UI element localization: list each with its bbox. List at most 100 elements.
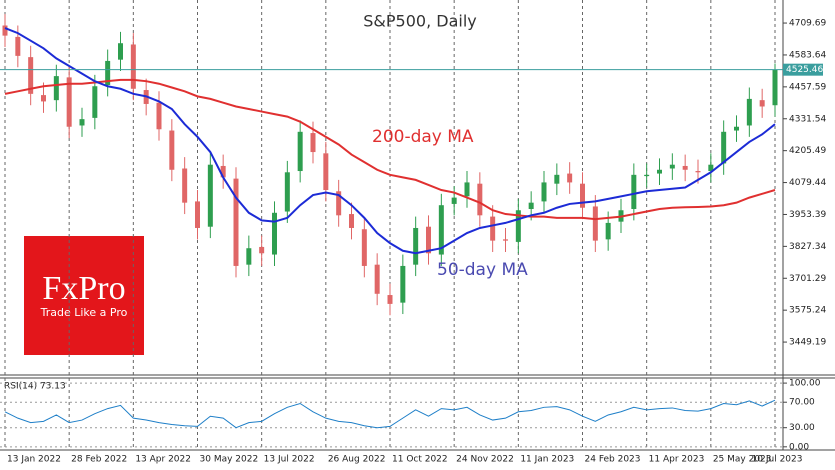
- logo-tagline: Trade Like a Pro: [40, 306, 128, 319]
- x-tick-label: 30 May 2022: [200, 455, 259, 465]
- candle-body: [413, 227, 419, 265]
- y-tick-label: 3827.34: [789, 242, 826, 252]
- candle-body: [349, 214, 354, 228]
- annotation: 200-day MA: [372, 127, 474, 147]
- candle-body: [657, 169, 662, 174]
- rsi-line: [4, 399, 776, 429]
- candle-body: [438, 205, 444, 255]
- candle-body: [323, 153, 329, 191]
- logo-name: FxPro: [42, 270, 125, 307]
- candle-body: [118, 43, 123, 60]
- y-tick-label: 3575.24: [789, 306, 826, 316]
- candle-body: [477, 183, 483, 216]
- y-tick-label: 0.00: [789, 442, 809, 452]
- logo: FxPro Trade Like a Pro: [24, 236, 144, 355]
- candle-body: [182, 168, 188, 203]
- x-tick-label: 11 Apr 2023: [649, 455, 705, 465]
- y-tick-label: 3449.19: [789, 338, 826, 348]
- candle-body: [387, 295, 393, 304]
- candle-body: [631, 174, 637, 209]
- y-tick-label: 4205.49: [789, 146, 826, 156]
- candle-body: [259, 246, 265, 254]
- annotation: 50-day MA: [437, 260, 528, 280]
- ma-line: [4, 27, 776, 255]
- candle-body: [15, 36, 21, 56]
- x-tick-label: 11 Oct 2022: [392, 455, 448, 465]
- y-tick-label: 4079.44: [789, 178, 826, 188]
- candle-body: [734, 126, 739, 131]
- candle-body: [554, 174, 560, 184]
- candle-body: [682, 165, 688, 170]
- candle-body: [66, 77, 72, 127]
- candle-body: [426, 226, 431, 254]
- candle-body: [79, 119, 85, 126]
- ma-line: [4, 78, 776, 221]
- candle-body: [41, 95, 46, 102]
- x-tick-label: 28 Feb 2022: [71, 455, 127, 465]
- candle-body: [361, 229, 367, 266]
- x-tick-label: 25 May 2023: [713, 455, 772, 465]
- candle-body: [28, 57, 34, 94]
- y-tick-label: 4709.69: [789, 19, 826, 29]
- candle-body: [669, 164, 675, 169]
- candle-body: [528, 202, 534, 209]
- candle-body: [207, 164, 213, 227]
- chart-title: S&P500, Daily: [363, 12, 476, 31]
- y-tick-label: 4583.64: [789, 50, 826, 60]
- candle-body: [708, 164, 714, 172]
- candle-body: [246, 248, 252, 265]
- candle-body: [759, 100, 765, 107]
- price-label-box: [783, 63, 823, 76]
- candle-body: [297, 131, 303, 172]
- candle-body: [605, 222, 611, 240]
- x-tick-label: 24 Feb 2023: [585, 455, 641, 465]
- candle-body: [400, 265, 406, 303]
- x-tick-label: 13 Jan 2022: [7, 455, 61, 465]
- candle-body: [721, 131, 727, 164]
- candle-body: [310, 133, 316, 153]
- candle-body: [464, 182, 470, 197]
- price-label: 4525.46: [786, 65, 823, 75]
- x-tick-label: 13 Apr 2022: [135, 455, 191, 465]
- y-tick-label: 4457.59: [789, 82, 826, 92]
- y-tick-label: 3953.39: [789, 210, 826, 220]
- x-tick-label: 13 Jul 2022: [264, 455, 315, 465]
- y-tick-label: 30.00: [789, 423, 815, 433]
- candle-body: [169, 130, 175, 170]
- candle-body: [195, 201, 200, 228]
- candle-body: [541, 182, 547, 202]
- y-tick-label: 100.00: [789, 379, 821, 389]
- candle-body: [772, 69, 778, 106]
- candle-body: [105, 60, 111, 85]
- candle-body: [490, 216, 496, 241]
- candle-body: [130, 44, 136, 89]
- candle-body: [336, 191, 342, 216]
- rsi-title: RSI(14) 73.13: [4, 382, 66, 392]
- candle-body: [592, 206, 598, 241]
- candle-body: [284, 172, 290, 212]
- candle-body: [374, 264, 380, 294]
- x-tick-label: 26 Aug 2022: [328, 455, 386, 465]
- y-tick-label: 3701.29: [789, 274, 826, 284]
- candle-body: [644, 174, 650, 177]
- x-tick-label: 10 Jul 2023: [752, 455, 803, 465]
- y-tick-label: 70.00: [789, 398, 815, 408]
- candle-body: [156, 102, 162, 130]
- candle-body: [580, 183, 585, 208]
- logo-box: [24, 236, 144, 355]
- candle-body: [451, 197, 457, 204]
- candle-body: [503, 239, 508, 241]
- candle-body: [695, 171, 701, 173]
- candle-body: [220, 165, 226, 178]
- candle-body: [2, 25, 8, 36]
- candle-body: [92, 86, 98, 118]
- y-tick-label: 4331.54: [789, 114, 826, 124]
- candle-body: [746, 98, 752, 126]
- candle-body: [233, 178, 239, 266]
- candle-body: [567, 173, 573, 183]
- x-tick-label: 24 Nov 2022: [456, 455, 514, 465]
- x-tick-label: 11 Jan 2023: [520, 455, 574, 465]
- candle-body: [53, 76, 59, 101]
- candle-body: [272, 212, 277, 255]
